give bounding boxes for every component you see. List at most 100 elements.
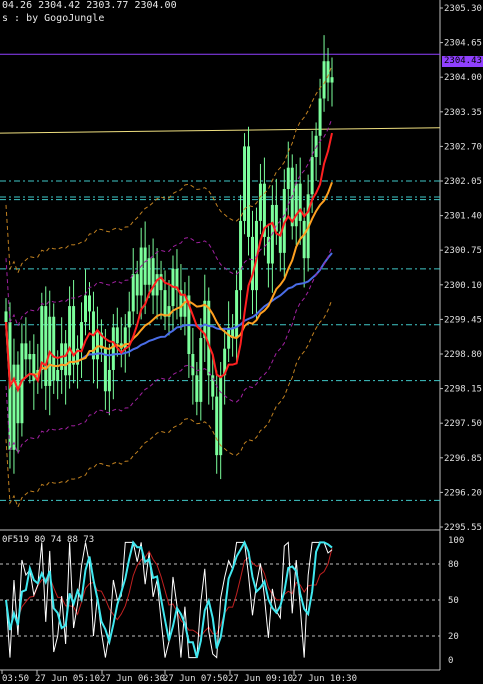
oscillator-label: 0F519 80 74 88 73: [2, 535, 95, 545]
candle-body: [52, 316, 56, 381]
time-tick-label: 27 Jun 09:10: [228, 674, 293, 684]
candle-body: [223, 348, 227, 376]
candle-body: [24, 343, 28, 360]
candle-body: [139, 247, 143, 296]
candle-body: [56, 369, 60, 381]
candle-body: [80, 322, 84, 349]
time-tick-label: 27 Jun 06:30: [100, 674, 165, 684]
candle-body: [183, 295, 187, 317]
candle-body: [44, 306, 48, 386]
oscillator-smooth-line: [5, 540, 333, 658]
candle-body: [135, 274, 139, 296]
candle-body: [207, 300, 211, 376]
candle-body: [147, 258, 151, 285]
candle-body: [219, 375, 223, 456]
candle-body: [318, 98, 322, 136]
candle-body: [72, 306, 76, 365]
candle-body: [115, 327, 119, 344]
candle-body: [250, 236, 254, 291]
oscillator-level-label: 0: [448, 656, 453, 666]
time-tick-label: 27 Jun 10:30: [292, 674, 357, 684]
price-tick-label: 2300.75: [444, 246, 482, 256]
candle-body: [243, 146, 247, 221]
candle-body: [68, 306, 72, 376]
candle-body: [231, 327, 235, 339]
candle-body: [302, 220, 306, 259]
candle-body: [294, 183, 298, 227]
candle-body: [103, 348, 107, 392]
ma-red-line: [5, 132, 333, 393]
candle-body: [107, 369, 111, 392]
candle-body: [64, 343, 68, 376]
candle-body: [151, 258, 155, 296]
oscillator-level-label: 20: [448, 632, 459, 642]
envelope-band-line: [5, 246, 333, 456]
candle-body: [203, 300, 207, 339]
candle-body: [310, 157, 314, 195]
candle-body: [195, 375, 199, 402]
candle-body: [215, 396, 219, 456]
time-tick-label: 27 Jun 07:50: [163, 674, 228, 684]
oscillator-signal-line: [5, 548, 333, 638]
price-tick-label: 2300.10: [444, 281, 482, 291]
candle-body: [175, 268, 179, 291]
candle-body: [163, 290, 167, 317]
price-tick-label: 2298.80: [444, 350, 482, 360]
envelope-band-line: [5, 299, 333, 509]
candle-body: [12, 364, 16, 450]
candle-body: [274, 204, 278, 232]
candle-body: [36, 369, 40, 381]
price-tick-label: 2297.50: [444, 419, 482, 429]
oscillator-level-label: 50: [448, 596, 459, 606]
candle-body: [167, 306, 171, 317]
ohlc-header: 04.26 2304.42 2303.77 2304.00: [2, 0, 177, 11]
price-tick-label: 2301.40: [444, 212, 482, 222]
candle-body: [84, 295, 88, 323]
price-tick-label: 2302.70: [444, 142, 482, 152]
candle-body: [298, 183, 302, 221]
candle-body: [211, 375, 215, 397]
candle-body: [262, 183, 266, 237]
candle-body: [179, 290, 183, 317]
current-price-label: 2304.43: [442, 56, 483, 67]
candle-body: [286, 167, 290, 189]
candle-body: [32, 354, 36, 381]
candle-body: [28, 354, 32, 360]
candle-body: [239, 220, 243, 291]
ma-orange-line: [5, 181, 333, 393]
price-tick-label: 2299.45: [444, 315, 482, 325]
candle-body: [131, 274, 135, 312]
oscillator-level-label: 80: [448, 560, 459, 570]
candle-body: [40, 306, 44, 370]
candle-body: [127, 311, 131, 328]
candle-body: [99, 332, 103, 349]
candle-body: [322, 61, 326, 99]
candle-body: [282, 188, 286, 253]
price-tick-label: 2302.05: [444, 177, 482, 187]
trend-line: [0, 127, 441, 134]
price-tick-label: 2295.55: [444, 523, 482, 533]
candle-body: [111, 327, 115, 370]
candle-body: [87, 295, 91, 312]
time-tick-label: 03:50: [2, 674, 29, 684]
envelope-band-line: [5, 65, 333, 275]
candle-body: [227, 327, 231, 349]
price-tick-label: 2298.15: [444, 385, 482, 395]
price-tick-label: 2296.20: [444, 488, 482, 498]
envelope-band-line: [5, 118, 333, 328]
time-tick-label: 27 Jun 05:10: [35, 674, 100, 684]
price-tick-label: 2296.85: [444, 454, 482, 464]
price-tick-label: 2305.30: [444, 4, 482, 14]
oscillator-main-line: [5, 541, 333, 659]
candle-body: [155, 274, 159, 296]
candle-body: [247, 146, 251, 237]
candle-body: [159, 274, 163, 291]
oscillator-level-label: 100: [448, 536, 464, 546]
candle-body: [76, 348, 80, 365]
price-tick-label: 2304.00: [444, 73, 482, 83]
candle-body: [199, 338, 203, 402]
candle-body: [258, 183, 262, 221]
candle-body: [123, 327, 127, 349]
